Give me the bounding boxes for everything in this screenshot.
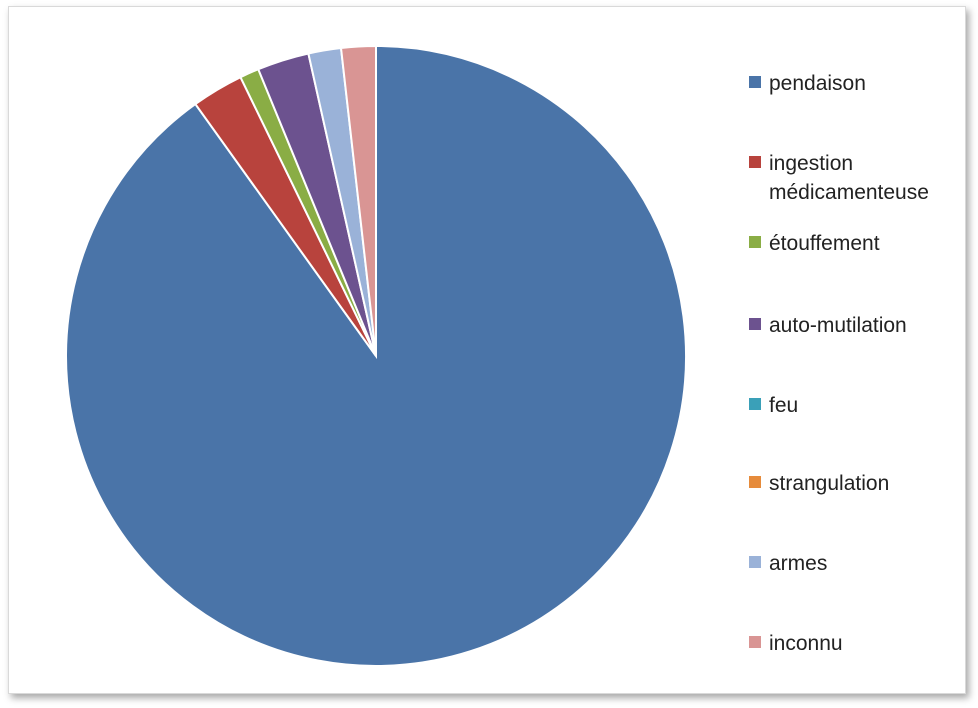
legend-item-pendaison: pendaison — [749, 69, 978, 98]
legend-item-feu: feu — [749, 391, 978, 420]
legend-swatch — [749, 476, 761, 488]
legend-swatch — [749, 556, 761, 568]
legend-swatch — [749, 76, 761, 88]
legend-label: inconnu — [769, 629, 978, 658]
legend-swatch — [749, 398, 761, 410]
legend-item-strangulation: strangulation — [749, 469, 978, 498]
legend-swatch — [749, 236, 761, 248]
legend-swatch — [749, 636, 761, 648]
legend-swatch — [749, 318, 761, 330]
legend-label: strangulation — [769, 469, 978, 498]
legend-swatch — [749, 156, 761, 168]
legend-label: ingestion médicamenteuse — [769, 149, 978, 207]
chart-frame: pendaison ingestion médicamenteuse étouffe… — [8, 6, 966, 694]
legend-label: pendaison — [769, 69, 978, 98]
legend-label: étouffement — [769, 229, 978, 258]
legend-item-ingestion-médicamenteuse: ingestion médicamenteuse — [749, 149, 978, 207]
pie-chart — [9, 7, 967, 695]
legend-item-auto-mutilation: auto-mutilation — [749, 311, 978, 340]
legend-item-étouffement: étouffement — [749, 229, 978, 258]
legend-label: armes — [769, 549, 978, 578]
legend-item-armes: armes — [749, 549, 978, 578]
legend-item-inconnu: inconnu — [749, 629, 978, 658]
legend-label: feu — [769, 391, 978, 420]
legend-label: auto-mutilation — [769, 311, 978, 340]
